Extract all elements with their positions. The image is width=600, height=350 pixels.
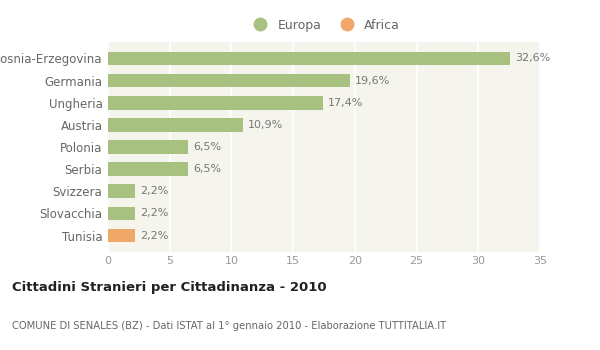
Bar [108,51,511,65]
Bar [108,74,350,88]
Text: COMUNE DI SENALES (BZ) - Dati ISTAT al 1° gennaio 2010 - Elaborazione TUTTITALIA: COMUNE DI SENALES (BZ) - Dati ISTAT al 1… [12,321,446,331]
Text: 10,9%: 10,9% [247,120,283,130]
Text: 2,2%: 2,2% [140,209,169,218]
Bar [108,140,188,154]
Bar [108,118,242,132]
Bar [108,206,135,220]
Text: 2,2%: 2,2% [140,231,169,240]
Text: 2,2%: 2,2% [140,186,169,196]
Bar [108,162,188,176]
Legend: Europa, Africa: Europa, Africa [248,19,400,32]
Bar [108,96,323,110]
Bar [108,229,135,243]
Text: 32,6%: 32,6% [515,54,551,63]
Text: Cittadini Stranieri per Cittadinanza - 2010: Cittadini Stranieri per Cittadinanza - 2… [12,280,326,294]
Text: 6,5%: 6,5% [193,142,221,152]
Bar [108,184,135,198]
Text: 19,6%: 19,6% [355,76,390,85]
Text: 17,4%: 17,4% [328,98,363,108]
Text: 6,5%: 6,5% [193,164,221,174]
